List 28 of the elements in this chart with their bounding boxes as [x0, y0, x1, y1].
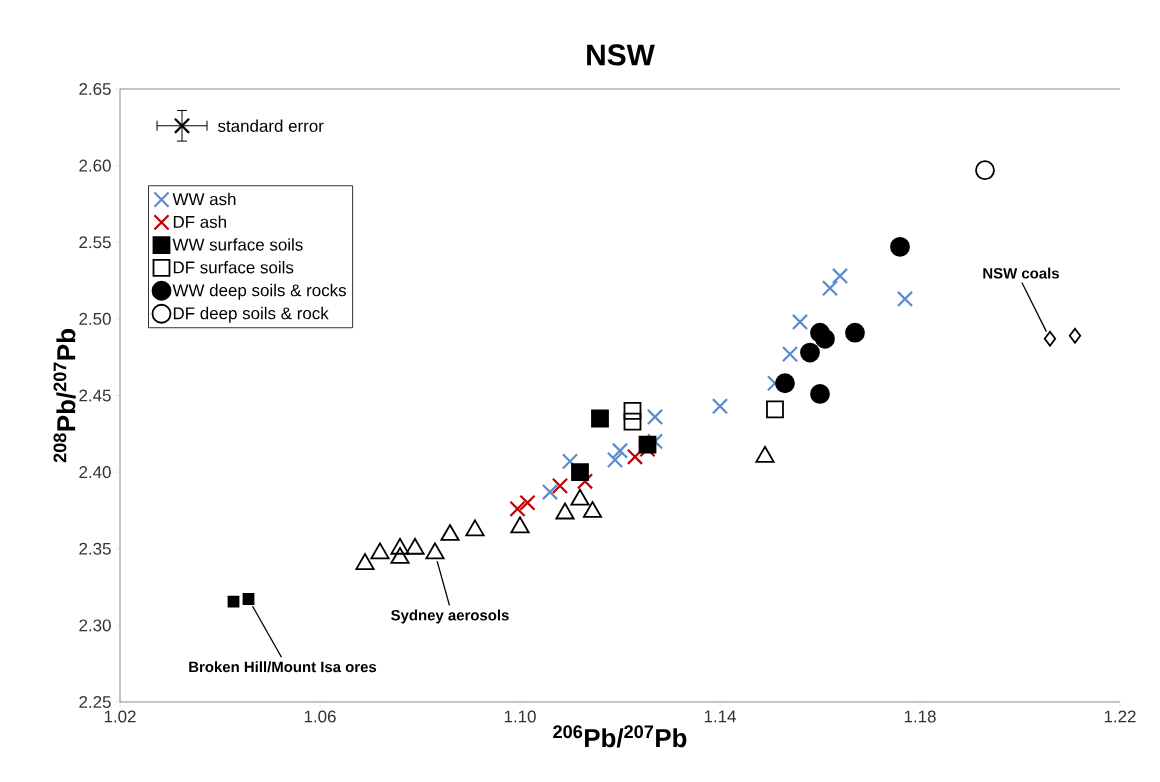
y-tick-label: 2.25 — [79, 696, 111, 708]
legend-label: DF ash — [173, 215, 226, 228]
y-axis-title: $^{208}$Pb/$^{207}$Pb — [53, 329, 76, 463]
annotation: Broken Hill/Mount Isa ores — [189, 661, 377, 673]
y-tick-label: 2.65 — [79, 83, 111, 95]
y-tick-label: 2.45 — [79, 389, 111, 402]
annotation: Sydney aerosols — [391, 609, 509, 624]
legend-label: WW deep soils & rocks — [172, 283, 346, 300]
x-axis-title: $^{206}$Pb/$^{207}$Pb — [553, 725, 687, 748]
x-tick-label: 1.18 — [904, 710, 936, 723]
x-tick-label: 1.06 — [304, 710, 336, 723]
legend-label: WW ash — [172, 192, 236, 206]
y-tick-label: 2.55 — [79, 236, 111, 249]
y-tick-label: 2.60 — [79, 159, 111, 172]
legend-label: DF surface soils — [173, 260, 294, 274]
legend-label: WW surface soils — [172, 238, 303, 251]
series-label: standard error — [217, 119, 324, 132]
annotation: NSW coals — [983, 267, 1059, 279]
x-tick-label: 1.14 — [704, 710, 736, 723]
chart-title: NSW — [587, 44, 655, 66]
y-tick-label: 2.30 — [79, 619, 111, 632]
x-tick-label: 1.02 — [104, 710, 136, 723]
y-tick-label: 2.35 — [79, 542, 111, 555]
y-tick-label: 2.40 — [79, 466, 111, 479]
x-tick-label: 1.22 — [1104, 710, 1136, 723]
x-tick-label: 1.10 — [504, 710, 536, 723]
legend-label: DF deep soils & rock — [173, 306, 329, 323]
y-tick-label: 2.50 — [79, 312, 111, 325]
